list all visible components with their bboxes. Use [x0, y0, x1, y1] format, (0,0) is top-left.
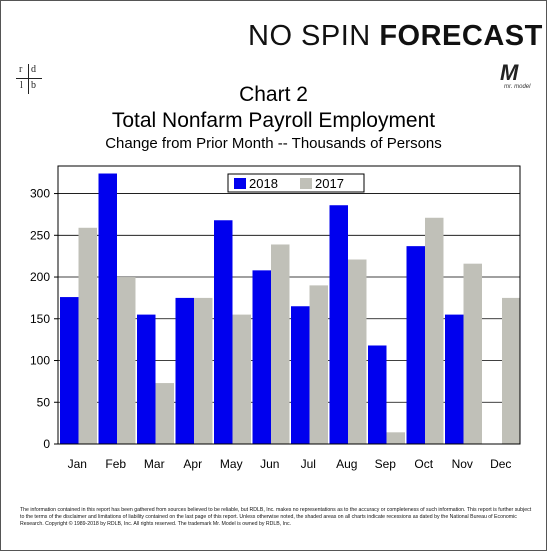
bar-2017-jan	[78, 227, 97, 444]
bar-2017-jul	[309, 285, 328, 444]
x-tick-label: Dec	[490, 457, 511, 471]
bar-2018-oct	[406, 246, 425, 444]
bar-2018-nov	[445, 314, 464, 444]
rdlb-logo-d: d	[31, 64, 36, 75]
brand-wordmark: NO SPIN FORECAST	[248, 20, 542, 56]
x-tick-label: Sep	[375, 457, 397, 471]
bar-2017-aug	[348, 259, 367, 444]
legend-label-2018: 2018	[249, 176, 278, 191]
legend-swatch-2017	[300, 178, 312, 189]
chart-subtitle: Change from Prior Month -- Thousands of …	[105, 135, 442, 152]
brand-text-forecast: FORECAST	[379, 20, 543, 52]
bar-2018-feb	[98, 173, 117, 444]
x-tick-label: May	[220, 457, 243, 471]
disclaimer-text: The information contained in this report…	[20, 507, 532, 527]
bar-2017-nov	[463, 263, 482, 444]
bar-2018-jun	[252, 270, 271, 444]
plot-border	[57, 165, 521, 445]
legend-box	[227, 173, 365, 193]
x-tick-label: Apr	[183, 457, 202, 471]
bar-2017-may	[232, 314, 251, 444]
legend-swatch-2018	[234, 178, 246, 189]
bar-2018-jul	[291, 306, 310, 444]
bar-2017-apr	[194, 297, 213, 444]
bar-2017-feb	[117, 277, 136, 444]
mr-model-caption: mr. model	[504, 84, 531, 90]
bar-2017-sep	[386, 432, 405, 444]
rdlb-logo: r d l b	[16, 64, 42, 94]
bar-2018-may	[214, 220, 233, 444]
y-tick-label: 100	[30, 354, 50, 368]
y-tick-label: 300	[30, 187, 50, 201]
bar-2018-sep	[368, 345, 387, 444]
mr-model-mark: M	[500, 60, 519, 85]
x-tick-label: Jun	[260, 457, 279, 471]
bar-2017-mar	[155, 383, 174, 444]
x-tick-label: Oct	[414, 457, 433, 471]
y-tick-label: 200	[30, 270, 50, 284]
rdlb-logo-b: b	[31, 80, 36, 91]
bar-2017-oct	[425, 217, 444, 444]
x-tick-label: Nov	[452, 457, 473, 471]
y-tick-label: 150	[30, 312, 50, 326]
legend-label-2017: 2017	[315, 176, 344, 191]
x-tick-label: Aug	[336, 457, 357, 471]
mr-model-logo: M mr. model	[500, 62, 532, 92]
bar-2017-jun	[271, 244, 290, 444]
bar-2018-aug	[329, 205, 348, 444]
bar-2018-mar	[137, 314, 156, 444]
y-tick-label: 0	[43, 437, 50, 451]
y-tick-label: 50	[37, 395, 51, 409]
chart-title-2: Total Nonfarm Payroll Employment	[111, 109, 436, 132]
y-tick-label: 250	[30, 228, 50, 242]
chart-title: Chart 2	[239, 83, 308, 106]
rdlb-logo-r: r	[19, 64, 23, 75]
x-tick-label: Jan	[68, 457, 87, 471]
x-tick-label: Jul	[301, 457, 316, 471]
x-tick-label: Feb	[105, 457, 126, 471]
bar-2017-dec	[502, 297, 521, 444]
bar-2018-jan	[60, 297, 79, 444]
bar-2018-apr	[175, 297, 194, 444]
x-tick-label: Mar	[144, 457, 165, 471]
rdlb-logo-l: l	[20, 80, 23, 91]
brand-text-no-spin: NO SPIN	[248, 20, 380, 52]
